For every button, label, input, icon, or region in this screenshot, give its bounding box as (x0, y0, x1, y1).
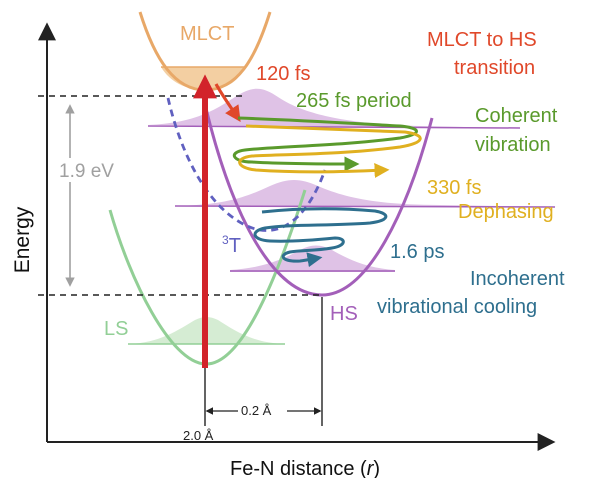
time-120fs-label: 120 fs (256, 63, 310, 85)
hs-label: HS (330, 303, 358, 325)
dephasing-arrow (238, 124, 422, 178)
x-axis-label-prefix: Fe-N distance ( (230, 458, 367, 478)
x-axis-label-var: r (367, 458, 375, 478)
y-axis-label: Energy (11, 206, 34, 273)
delta-r-label: 0.2 Å (241, 403, 272, 418)
ls-position-label: 2.0 Å (183, 428, 214, 443)
coherent-vibration-arrow (232, 116, 418, 172)
period-label: 265 fs period (296, 90, 412, 112)
mlct-label: MLCT (180, 23, 234, 45)
transition-label-line2: transition (454, 57, 535, 79)
energy-gap-label-bg (57, 158, 133, 182)
transition-label-line1: MLCT to HS (427, 29, 537, 51)
triplet-label-sup: 3 (222, 233, 229, 247)
incoherent-label-line2: vibrational cooling (377, 296, 537, 318)
triplet-label: 3T (222, 233, 241, 257)
time-330fs-label: 330 fs (427, 177, 481, 199)
time-16ps-label: 1.6 ps (390, 241, 444, 263)
incoherent-label-line1: Incoherent (470, 268, 565, 290)
ls-label: LS (104, 318, 128, 340)
triplet-label-main: T (229, 235, 241, 257)
coherent-label-line2: vibration (475, 134, 551, 156)
x-axis-label-suffix: ) (373, 458, 380, 478)
coherent-label-line1: Coherent (475, 105, 558, 127)
hs-curve (202, 99, 434, 297)
energy-gap-label: 1.9 eV (59, 161, 114, 182)
x-axis-label: Fe-N distance (r) (230, 458, 380, 478)
cooling-arrow (253, 207, 388, 268)
dephasing-label: Dephasing (458, 201, 554, 223)
mlct-to-hs-arrow (214, 83, 241, 122)
wavepacket-middle (175, 180, 560, 207)
triplet-curve (166, 97, 327, 232)
